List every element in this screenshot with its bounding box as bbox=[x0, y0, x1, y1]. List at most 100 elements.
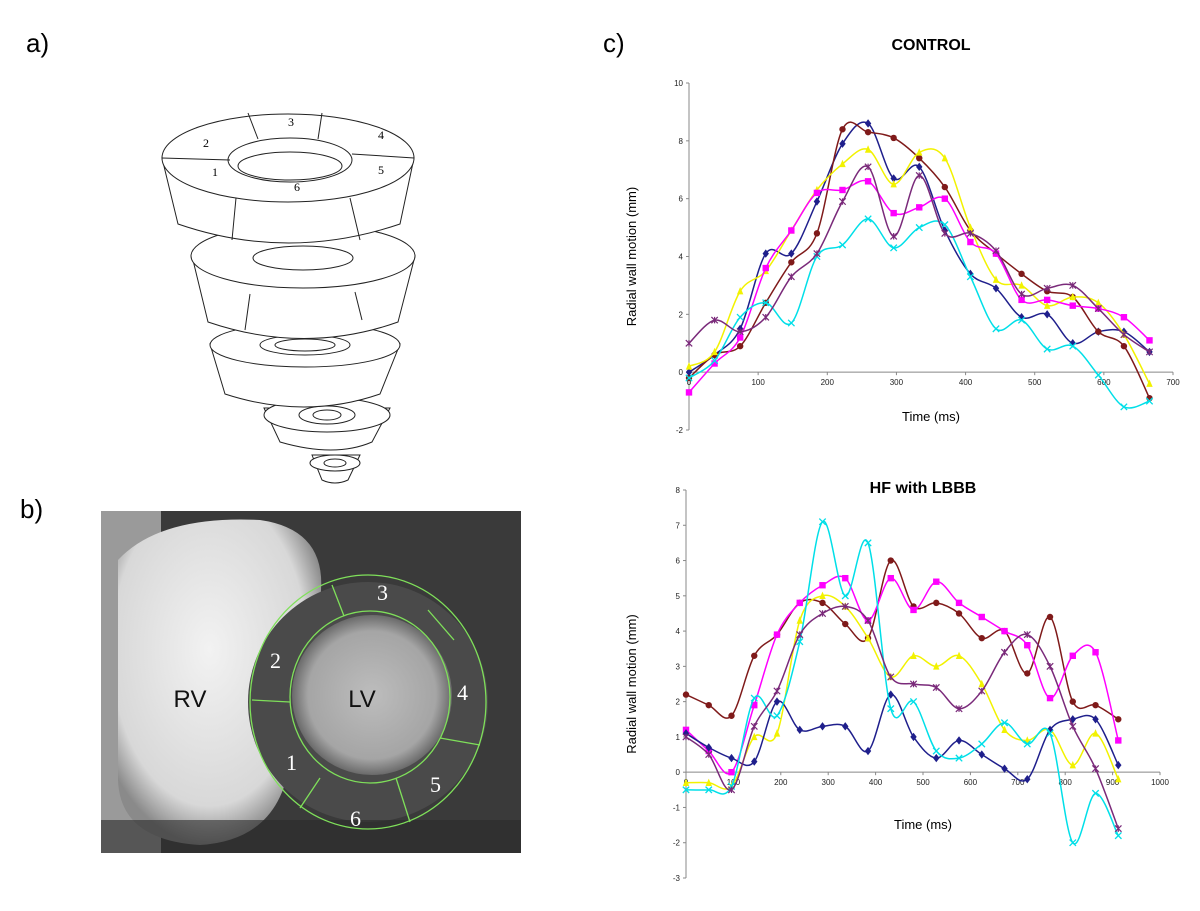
point bbox=[978, 634, 985, 642]
point bbox=[787, 273, 795, 281]
series-line bbox=[688, 165, 1150, 353]
point bbox=[705, 786, 713, 794]
point bbox=[941, 153, 949, 162]
segment-overlay bbox=[249, 574, 487, 830]
point bbox=[1069, 760, 1076, 769]
point bbox=[1018, 270, 1025, 278]
x-tick-label: 400 bbox=[959, 378, 973, 387]
point bbox=[1018, 296, 1025, 304]
point bbox=[728, 768, 735, 776]
point bbox=[1001, 764, 1008, 773]
point bbox=[864, 163, 872, 171]
point bbox=[728, 753, 735, 763]
y-tick-label: -2 bbox=[673, 839, 681, 848]
point bbox=[1023, 630, 1031, 639]
point bbox=[727, 786, 736, 794]
x-tick-label: 300 bbox=[890, 378, 904, 387]
point bbox=[967, 223, 974, 231]
point bbox=[967, 269, 974, 279]
point bbox=[819, 599, 826, 607]
segment-label: 2 bbox=[203, 136, 209, 150]
point bbox=[909, 680, 918, 688]
point bbox=[1091, 765, 1100, 773]
point bbox=[839, 126, 846, 133]
point bbox=[1069, 302, 1076, 309]
point bbox=[711, 347, 718, 356]
point bbox=[839, 139, 846, 148]
point bbox=[818, 518, 827, 526]
point bbox=[1094, 371, 1102, 379]
y-tick-label: 1 bbox=[676, 733, 681, 742]
point bbox=[813, 230, 821, 237]
segment-label: 6 bbox=[350, 806, 361, 831]
segment-label: 1 bbox=[286, 750, 297, 775]
point bbox=[1092, 649, 1099, 656]
point bbox=[864, 145, 872, 153]
segment-label: 3 bbox=[288, 115, 294, 129]
point bbox=[762, 313, 770, 321]
point bbox=[932, 747, 940, 755]
point bbox=[955, 599, 963, 607]
point bbox=[941, 195, 949, 202]
point bbox=[819, 591, 826, 600]
point bbox=[890, 232, 898, 240]
point bbox=[978, 613, 985, 621]
point bbox=[1114, 824, 1122, 833]
y-axis-label: Radial wall motion (mm) bbox=[624, 187, 639, 326]
point bbox=[682, 691, 690, 698]
ring-diagram bbox=[161, 112, 416, 484]
point bbox=[813, 249, 821, 258]
point bbox=[890, 209, 897, 217]
point bbox=[955, 754, 963, 762]
point bbox=[728, 712, 735, 719]
panel-label: b) bbox=[20, 494, 43, 524]
point bbox=[890, 180, 897, 188]
point bbox=[1120, 330, 1128, 339]
point bbox=[1146, 337, 1153, 344]
y-tick-label: 4 bbox=[679, 253, 684, 262]
point bbox=[978, 687, 986, 695]
y-tick-label: 6 bbox=[676, 557, 681, 566]
y-tick-label: 8 bbox=[676, 486, 681, 495]
point bbox=[773, 712, 781, 720]
point bbox=[819, 582, 826, 589]
point bbox=[933, 753, 940, 763]
point bbox=[1120, 314, 1128, 321]
point bbox=[1069, 715, 1076, 724]
y-tick-label: 0 bbox=[679, 368, 684, 377]
point bbox=[933, 578, 940, 585]
point bbox=[1069, 722, 1077, 730]
point bbox=[966, 273, 975, 281]
point bbox=[887, 574, 894, 582]
point bbox=[796, 599, 803, 607]
segment-label: 6 bbox=[294, 180, 300, 194]
point bbox=[864, 215, 872, 223]
point bbox=[933, 662, 940, 670]
point bbox=[978, 740, 986, 748]
point bbox=[1115, 737, 1122, 744]
point bbox=[992, 247, 1000, 255]
point bbox=[838, 197, 847, 206]
point bbox=[1069, 281, 1077, 290]
series-line bbox=[688, 179, 1150, 393]
point bbox=[1000, 648, 1009, 656]
x-tick-label: 700 bbox=[1011, 778, 1025, 787]
point bbox=[966, 229, 975, 237]
point bbox=[890, 174, 897, 183]
point bbox=[788, 227, 795, 234]
point bbox=[1017, 290, 1026, 298]
point bbox=[762, 264, 769, 272]
point bbox=[751, 701, 758, 709]
point bbox=[941, 229, 949, 237]
point bbox=[762, 249, 769, 258]
point bbox=[955, 610, 963, 617]
point bbox=[841, 602, 849, 611]
point bbox=[1017, 316, 1026, 324]
point bbox=[736, 287, 744, 295]
point bbox=[751, 652, 758, 659]
point bbox=[864, 128, 872, 136]
point bbox=[910, 651, 917, 659]
point bbox=[682, 778, 690, 786]
point bbox=[750, 694, 758, 702]
